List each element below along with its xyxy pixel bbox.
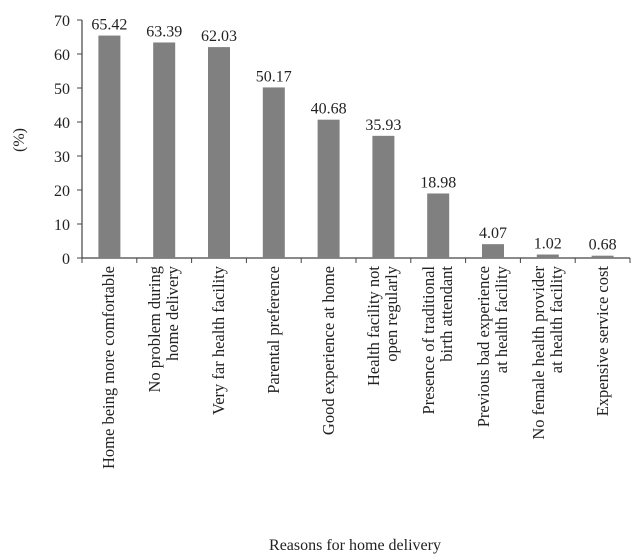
value-label: 4.07: [479, 225, 507, 242]
value-label: 0.68: [589, 237, 617, 254]
y-tick-label: 0: [62, 251, 70, 268]
y-tick-label: 10: [54, 217, 70, 234]
bar: [482, 244, 504, 258]
value-label: 35.93: [365, 117, 401, 134]
x-tick-label: Parental preference: [263, 266, 283, 394]
y-tick-label: 70: [54, 13, 70, 30]
bar: [153, 42, 176, 258]
value-label: 63.39: [146, 23, 182, 40]
value-label: 50.17: [256, 68, 292, 85]
value-label: 65.42: [91, 17, 127, 34]
x-tick-label: Home being more comfortable: [99, 266, 119, 469]
x-tick-label: Presence of traditional birth attendant: [419, 266, 457, 415]
value-label: 1.02: [534, 236, 562, 253]
x-tick-label: Very far health facility: [209, 266, 228, 415]
bar: [317, 119, 340, 258]
bar: [262, 87, 285, 258]
y-tick-label: 30: [54, 149, 70, 166]
x-axis-title: Reasons for home delivery: [269, 537, 441, 554]
value-label: 62.03: [201, 28, 237, 45]
y-axis-title: (%): [11, 128, 28, 152]
value-label: 18.98: [420, 174, 456, 191]
x-tick-label: No female health provider at health faci…: [528, 266, 566, 440]
bar: [208, 47, 230, 259]
bar: [536, 254, 559, 258]
value-label: 40.68: [311, 101, 347, 118]
x-tick-label: Expensive service cost: [592, 266, 612, 417]
x-tick-label: Health facility not open regularly: [364, 266, 402, 387]
y-tick-label: 60: [54, 47, 70, 64]
bar: [372, 135, 395, 258]
x-tick-label: Good experience at home: [318, 266, 338, 436]
y-tick-label: 20: [54, 183, 70, 200]
y-tick-label: 50: [54, 81, 70, 98]
x-tick-label: Previous bad experience at health facili…: [474, 266, 511, 428]
bar: [591, 255, 614, 258]
bar: [427, 193, 450, 258]
y-tick-label: 40: [54, 115, 70, 132]
bar: [98, 35, 121, 259]
x-tick-label: No problem during home delivery: [145, 266, 183, 393]
